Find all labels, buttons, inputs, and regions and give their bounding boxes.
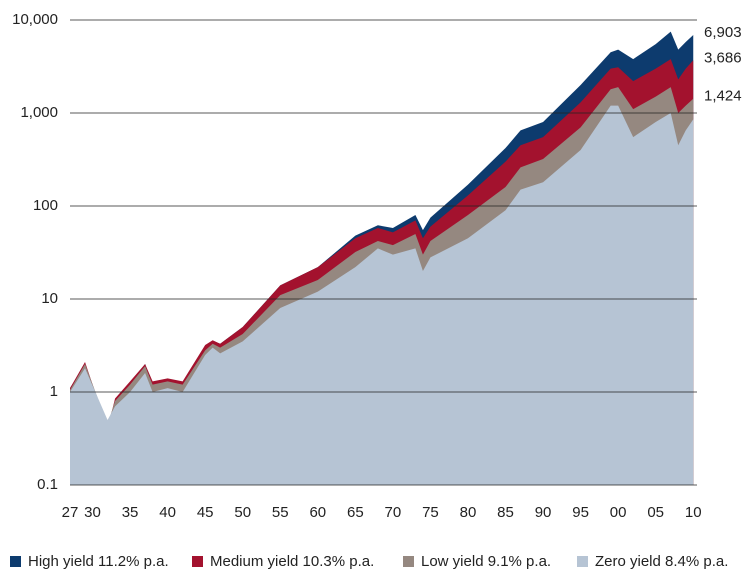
x-tick-label: 30 [84,504,101,521]
legend-item: Medium yield 10.3% p.a. [192,553,374,570]
x-tick-label: 85 [497,504,514,521]
legend-item: High yield 11.2% p.a. [10,553,169,570]
x-tick-label: 75 [422,504,439,521]
x-tick-label: 95 [572,504,589,521]
value-label: 3,686 [704,49,742,66]
legend-swatch [577,556,588,567]
y-tick-label: 100 [33,197,58,214]
x-tick-label: 35 [122,504,139,521]
value-label: 6,903 [704,24,742,41]
y-tick-label: 1 [50,383,58,400]
legend-swatch [192,556,203,567]
x-tick-label: 55 [272,504,289,521]
x-tick-label: 60 [309,504,326,521]
x-tick-label: 80 [460,504,477,521]
legend-label: Low yield 9.1% p.a. [421,553,551,570]
x-tick-label: 50 [234,504,251,521]
legend-swatch [10,556,21,567]
area [70,105,694,485]
x-tick-label: 45 [197,504,214,521]
legend-label: Zero yield 8.4% p.a. [595,553,728,570]
x-tick-label: 10 [685,504,702,521]
legend-item: Zero yield 8.4% p.a. [577,553,728,570]
x-tick-label: 40 [159,504,176,521]
x-tick-label: 00 [610,504,627,521]
legend-swatch [403,556,414,567]
x-tick-label: 27 [62,504,79,521]
legend-label: High yield 11.2% p.a. [28,553,169,570]
legend-item: Low yield 9.1% p.a. [403,553,551,570]
y-tick-label: 0.1 [37,476,58,493]
x-tick-label: 90 [535,504,552,521]
legend-label: Medium yield 10.3% p.a. [210,553,374,570]
y-tick-label: 10,000 [12,11,58,28]
x-tick-label: 70 [385,504,402,521]
x-tick-label: 65 [347,504,364,521]
value-label: 1,424 [704,88,742,105]
y-tick-label: 10 [41,290,58,307]
y-tick-label: 1,000 [20,104,58,121]
x-tick-label: 05 [647,504,664,521]
